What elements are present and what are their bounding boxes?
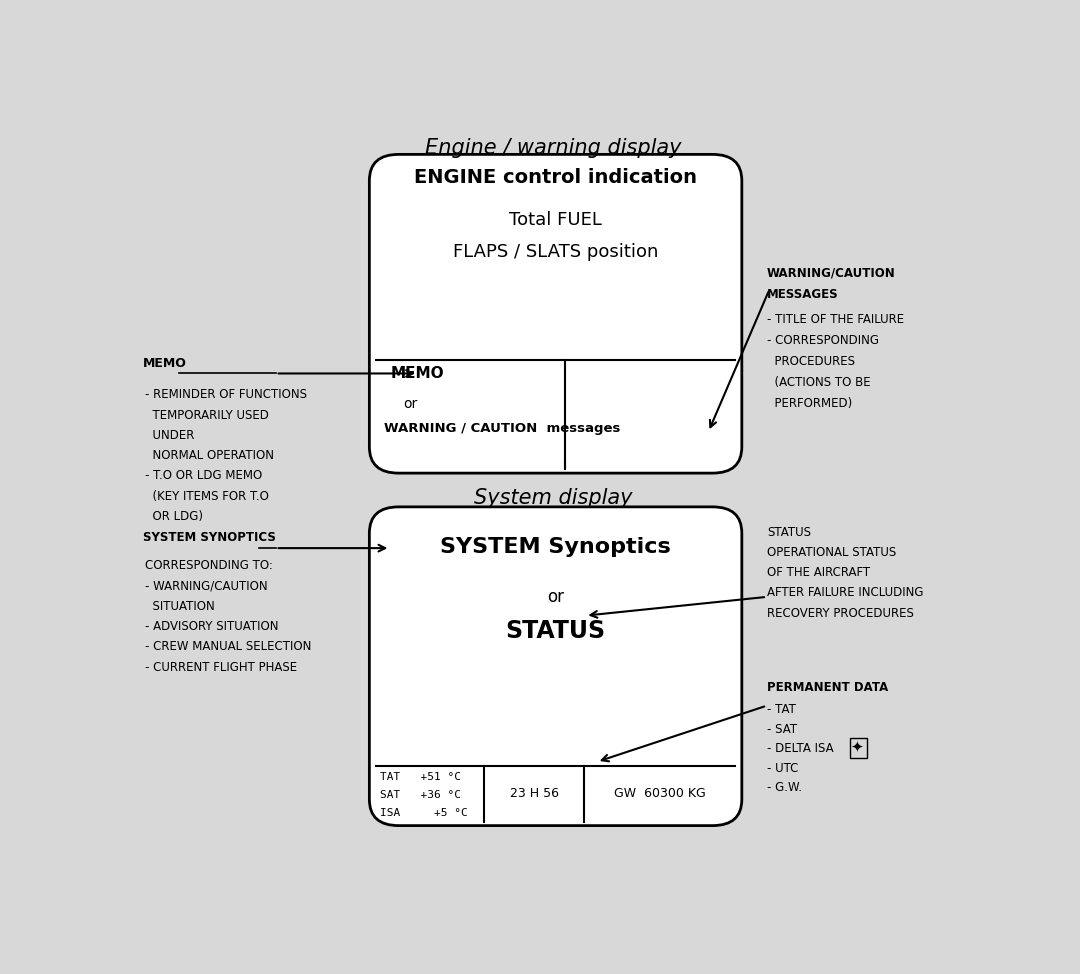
Text: - CREW MANUAL SELECTION: - CREW MANUAL SELECTION (145, 640, 311, 654)
Text: WARNING/CAUTION: WARNING/CAUTION (767, 267, 895, 280)
Text: ENGINE control indication: ENGINE control indication (414, 168, 697, 187)
Text: ✦: ✦ (851, 739, 863, 755)
Text: SYSTEM Synoptics: SYSTEM Synoptics (441, 537, 671, 557)
Text: or: or (403, 397, 417, 411)
Text: - WARNING/CAUTION: - WARNING/CAUTION (145, 580, 268, 592)
Text: - SAT: - SAT (767, 723, 797, 736)
Text: - T.O OR LDG MEMO: - T.O OR LDG MEMO (145, 469, 262, 482)
Text: 23 H 56: 23 H 56 (510, 787, 558, 801)
Text: AFTER FAILURE INCLUDING: AFTER FAILURE INCLUDING (767, 586, 923, 599)
Text: GW  60300 KG: GW 60300 KG (613, 787, 705, 801)
Text: MEMO: MEMO (390, 366, 444, 381)
Text: PROCEDURES: PROCEDURES (767, 356, 855, 368)
Text: OR LDG): OR LDG) (145, 510, 203, 523)
Text: - ADVISORY SITUATION: - ADVISORY SITUATION (145, 620, 279, 633)
Text: OPERATIONAL STATUS: OPERATIONAL STATUS (767, 545, 896, 559)
Text: - UTC: - UTC (767, 762, 798, 775)
Text: PERFORMED): PERFORMED) (767, 397, 852, 410)
Text: - DELTA ISA: - DELTA ISA (767, 742, 834, 756)
Text: FLAPS / SLATS position: FLAPS / SLATS position (453, 243, 659, 261)
Text: MEMO: MEMO (144, 356, 187, 370)
Text: Total FUEL: Total FUEL (509, 211, 602, 230)
Text: TAT   +51 °C: TAT +51 °C (380, 771, 461, 781)
Text: - TITLE OF THE FAILURE: - TITLE OF THE FAILURE (767, 314, 904, 326)
Text: PERMANENT DATA: PERMANENT DATA (767, 681, 888, 693)
Text: - G.W.: - G.W. (767, 781, 802, 795)
FancyBboxPatch shape (369, 154, 742, 473)
FancyBboxPatch shape (369, 506, 742, 826)
Text: or: or (548, 588, 564, 606)
Text: WARNING / CAUTION  messages: WARNING / CAUTION messages (384, 422, 621, 435)
Text: Engine / warning display: Engine / warning display (426, 138, 681, 158)
Text: SAT   +36 °C: SAT +36 °C (380, 790, 461, 800)
Text: - TAT: - TAT (767, 703, 796, 716)
Text: ISA     +5 °C: ISA +5 °C (380, 807, 468, 817)
Text: SYSTEM SYNOPTICS: SYSTEM SYNOPTICS (144, 532, 276, 544)
Text: RECOVERY PROCEDURES: RECOVERY PROCEDURES (767, 607, 914, 619)
Text: TEMPORARILY USED: TEMPORARILY USED (145, 409, 269, 422)
Text: UNDER: UNDER (145, 429, 194, 442)
Text: (ACTIONS TO BE: (ACTIONS TO BE (767, 376, 870, 390)
Text: SITUATION: SITUATION (145, 600, 215, 613)
Text: CORRESPONDING TO:: CORRESPONDING TO: (145, 559, 273, 573)
Text: (KEY ITEMS FOR T.O: (KEY ITEMS FOR T.O (145, 490, 269, 503)
Text: NORMAL OPERATION: NORMAL OPERATION (145, 449, 274, 463)
Text: STATUS: STATUS (767, 526, 811, 539)
Text: OF THE AIRCRAFT: OF THE AIRCRAFT (767, 566, 870, 580)
Text: - CORRESPONDING: - CORRESPONDING (767, 334, 879, 348)
Text: STATUS: STATUS (505, 619, 606, 644)
Text: - CURRENT FLIGHT PHASE: - CURRENT FLIGHT PHASE (145, 660, 297, 674)
Text: System display: System display (474, 488, 633, 508)
Text: MESSAGES: MESSAGES (767, 288, 838, 301)
Text: ✦: ✦ (851, 739, 866, 758)
Text: - REMINDER OF FUNCTIONS: - REMINDER OF FUNCTIONS (145, 389, 307, 401)
